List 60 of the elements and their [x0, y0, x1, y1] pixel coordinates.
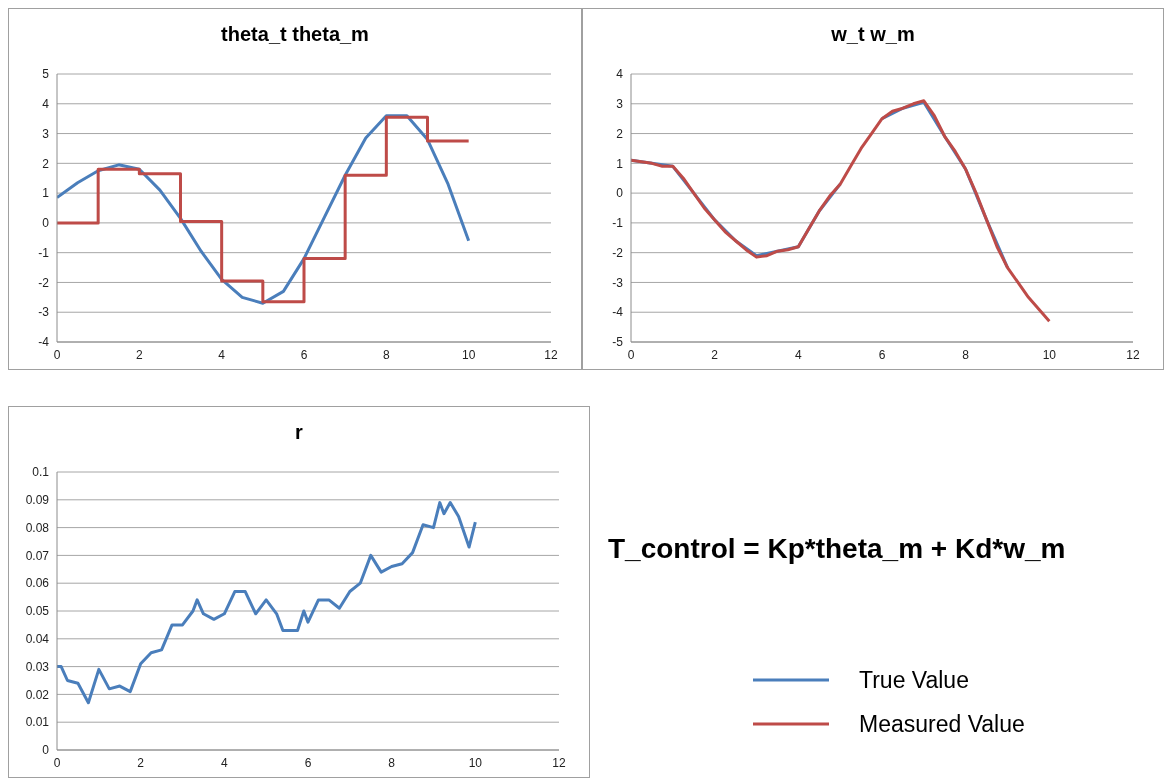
y-tick-label: -2 — [612, 245, 624, 260]
x-tick-label: 10 — [468, 755, 483, 770]
x-tick-label: 8 — [388, 755, 396, 770]
y-tick-label: 0.01 — [25, 715, 50, 730]
y-tick-label: 1 — [42, 186, 50, 201]
chart-title: w_t w_m — [830, 23, 916, 46]
y-tick-label: -4 — [612, 305, 624, 320]
y-tick-label: 5 — [42, 67, 50, 82]
x-tick-label: 8 — [962, 347, 970, 362]
y-tick-label: 3 — [42, 126, 50, 141]
y-tick-label: 0 — [42, 216, 50, 231]
y-tick-label: 0 — [616, 186, 624, 201]
line-series — [57, 501, 477, 705]
y-tick-label: 0.06 — [25, 576, 50, 591]
x-tick-label: 2 — [137, 755, 145, 770]
y-tick-label: -1 — [38, 245, 50, 260]
y-tick-label: 0.08 — [25, 520, 50, 535]
text: T_control = Kp*theta_m + Kd*w_m — [608, 533, 1066, 565]
y-tick-label: 0.04 — [25, 632, 50, 647]
x-tick-label: 0 — [53, 755, 61, 770]
chart-title: theta_t theta_m — [220, 23, 370, 46]
y-tick-label: 0.1 — [32, 465, 50, 480]
y-tick-label: -4 — [38, 335, 50, 350]
x-tick-label: 10 — [1042, 347, 1057, 362]
legend-label: True Value — [859, 666, 969, 694]
chart-title: r — [294, 421, 304, 444]
legend-label: Measured Value — [859, 710, 1025, 738]
y-tick-label: 0.05 — [25, 604, 50, 619]
y-tick-label: 0.07 — [25, 548, 50, 563]
y-tick-label: 4 — [42, 97, 50, 112]
x-tick-label: 4 — [794, 347, 802, 362]
y-tick-label: -5 — [612, 335, 624, 350]
y-tick-label: 0 — [42, 743, 50, 758]
y-tick-label: 0.03 — [25, 659, 50, 674]
y-tick-label: -2 — [38, 275, 50, 290]
x-tick-label: 4 — [220, 755, 228, 770]
x-tick-label: 2 — [711, 347, 719, 362]
y-tick-label: 1 — [616, 156, 624, 171]
x-tick-label: 12 — [544, 347, 558, 362]
x-tick-label: 12 — [552, 755, 566, 770]
x-tick-label: 12 — [1126, 347, 1140, 362]
y-tick-label: -3 — [612, 275, 624, 290]
x-tick-label: 6 — [300, 347, 308, 362]
y-tick-label: -1 — [612, 216, 624, 231]
y-tick-label: 0.09 — [25, 493, 50, 508]
x-tick-label: 6 — [878, 347, 886, 362]
y-tick-label: 3 — [616, 97, 624, 112]
y-tick-label: 4 — [616, 67, 624, 82]
y-tick-label: 0.02 — [25, 687, 50, 702]
x-tick-label: 2 — [135, 347, 143, 362]
x-tick-label: 4 — [218, 347, 226, 362]
x-tick-label: 6 — [304, 755, 312, 770]
y-tick-label: 2 — [616, 126, 624, 141]
y-tick-label: 2 — [42, 156, 50, 171]
x-tick-label: 10 — [461, 347, 476, 362]
x-tick-label: 0 — [627, 347, 635, 362]
y-tick-label: -3 — [38, 305, 50, 320]
line-series — [631, 99, 1051, 323]
x-tick-label: 0 — [53, 347, 61, 362]
x-tick-label: 8 — [382, 347, 390, 362]
